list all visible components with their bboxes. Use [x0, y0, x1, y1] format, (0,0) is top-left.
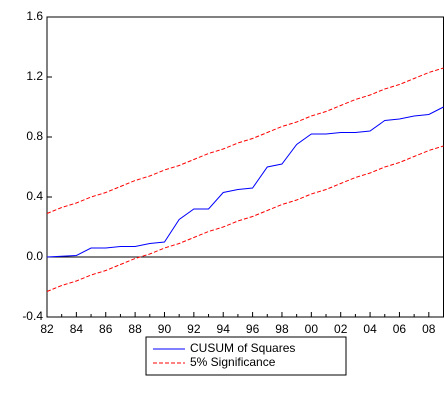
legend-label: 5% Significance — [190, 355, 276, 369]
y-tick-label: 0.8 — [26, 129, 43, 143]
x-tick-label: 02 — [334, 322, 348, 336]
x-tick-label: 06 — [393, 322, 407, 336]
x-tick-label: 86 — [99, 322, 113, 336]
x-tick-label: 96 — [246, 322, 260, 336]
x-tick-label: 00 — [305, 322, 319, 336]
y-tick-label: 1.6 — [26, 9, 43, 23]
lower-bound — [46, 145, 444, 292]
y-tick-label: 1.2 — [26, 69, 43, 83]
y-tick-label: -0.4 — [22, 309, 43, 323]
x-tick-label: 08 — [422, 322, 436, 336]
y-tick-label: 0.0 — [26, 249, 43, 263]
legend-label: CUSUM of Squares — [190, 341, 295, 355]
x-tick-label: 92 — [187, 322, 201, 336]
x-tick-label: 88 — [128, 322, 142, 336]
upper-bound — [46, 67, 444, 214]
x-tick-label: 98 — [275, 322, 289, 336]
y-tick-label: 0.4 — [26, 189, 43, 203]
x-tick-label: 82 — [40, 322, 54, 336]
plot-frame — [46, 16, 444, 318]
x-tick-label: 90 — [158, 322, 172, 336]
series-line — [46, 106, 444, 258]
legend-box — [145, 336, 347, 376]
x-tick-label: 84 — [70, 322, 84, 336]
x-tick-label: 94 — [217, 322, 231, 336]
x-tick-label: 04 — [363, 322, 377, 336]
